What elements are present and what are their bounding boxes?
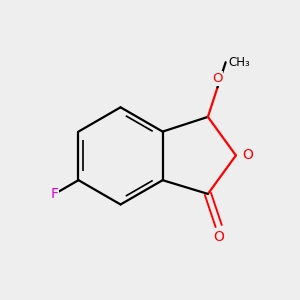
Text: O: O xyxy=(212,72,223,85)
Text: F: F xyxy=(50,187,58,201)
Text: CH₃: CH₃ xyxy=(228,56,250,69)
Text: O: O xyxy=(242,148,253,162)
Text: O: O xyxy=(213,230,224,244)
